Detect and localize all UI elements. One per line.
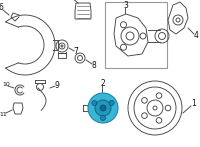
Text: 7: 7 [74,46,78,56]
Circle shape [92,101,97,106]
Text: 8: 8 [92,61,96,70]
Text: 1: 1 [192,100,196,108]
Circle shape [95,100,111,116]
Text: 2: 2 [101,78,105,87]
Circle shape [101,116,106,121]
Text: 11: 11 [0,112,7,117]
Text: 10: 10 [2,82,10,87]
Circle shape [88,93,118,123]
Text: 4: 4 [194,31,198,41]
Circle shape [100,105,106,111]
Text: 6: 6 [0,2,3,11]
Text: 3: 3 [124,0,128,10]
Text: 9: 9 [55,81,59,90]
Circle shape [109,101,114,106]
